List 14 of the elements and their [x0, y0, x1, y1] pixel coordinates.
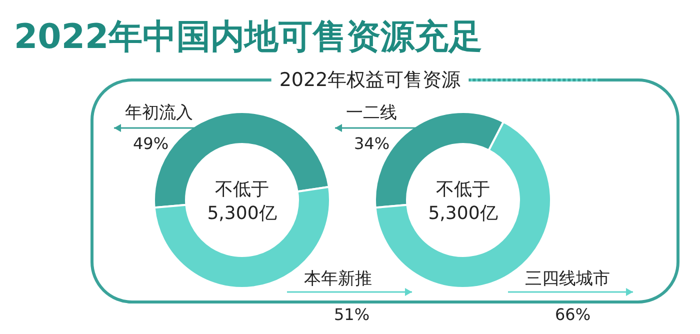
chart-title: 2022年中国内地可售资源充足	[14, 17, 483, 57]
slice-label: 本年新推	[304, 269, 372, 289]
text: 5,300亿	[207, 203, 277, 224]
data-label: 66%	[555, 305, 591, 324]
chart-subtitle: 2022年权益可售资源	[279, 69, 461, 91]
slice-label: 一二线	[346, 103, 397, 123]
data-label: 49%	[133, 134, 169, 153]
text: 5,300亿	[428, 203, 498, 224]
data-label: 34%	[354, 134, 390, 153]
data-label: 51%	[334, 305, 370, 324]
slice-label: 三四线城市	[525, 269, 610, 289]
text: 不低于	[215, 179, 269, 200]
text: 不低于	[436, 179, 490, 200]
slice-label: 年初流入	[125, 103, 193, 123]
